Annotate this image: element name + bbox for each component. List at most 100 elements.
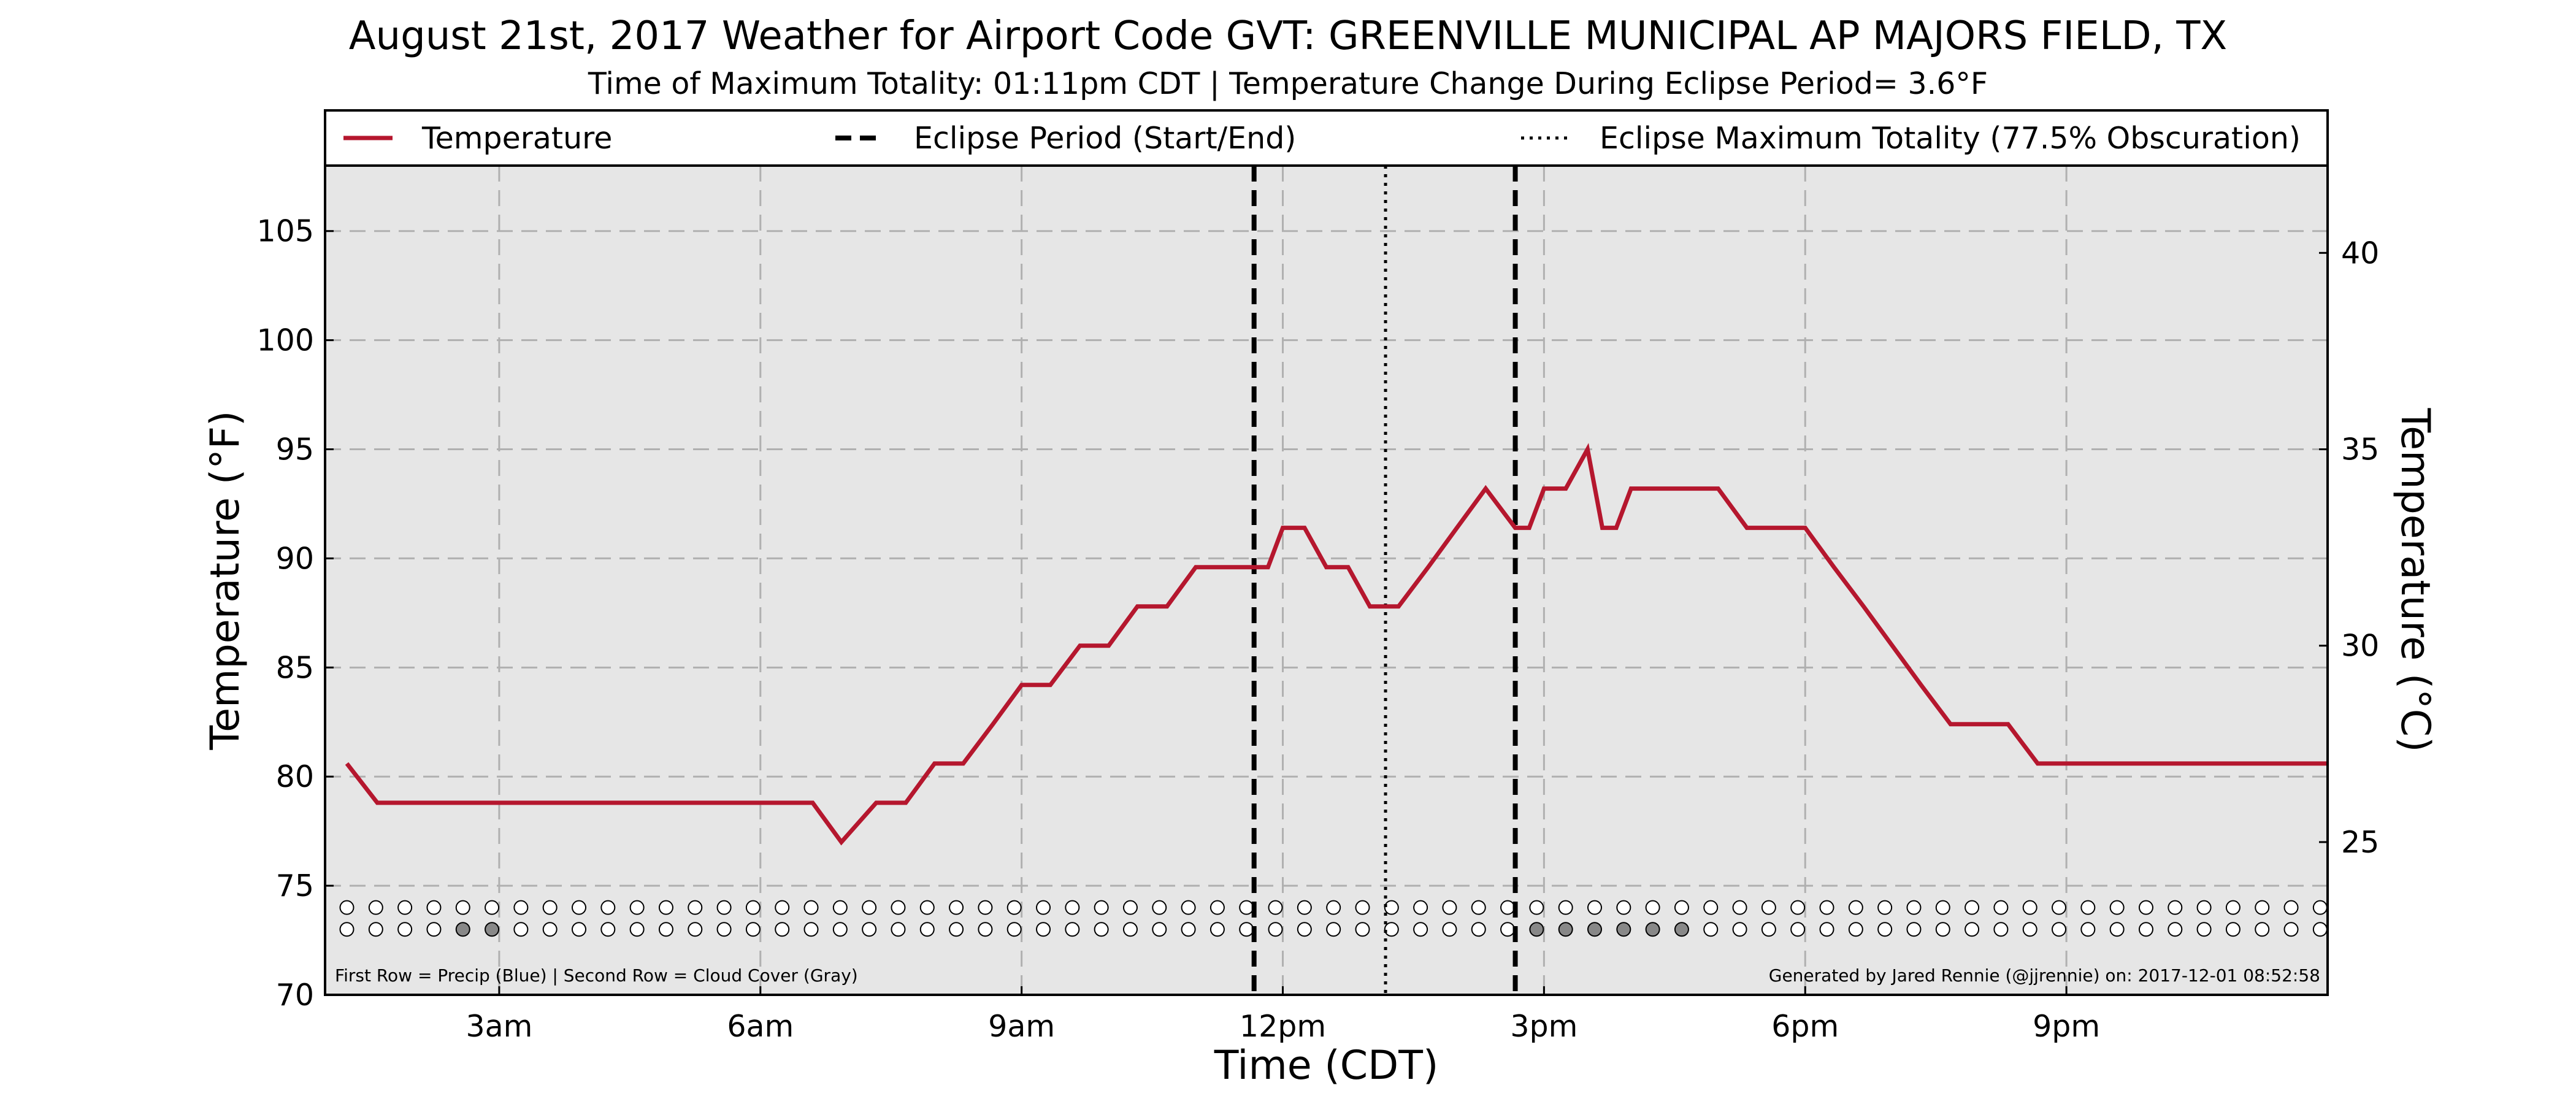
cloud-dot	[1819, 922, 1834, 937]
precip-dot	[1036, 900, 1051, 915]
precip-dot	[745, 900, 761, 915]
precip-dot	[1326, 900, 1341, 915]
cloud-dot	[455, 922, 470, 937]
cloud-dot	[2283, 922, 2299, 937]
precip-dot	[1065, 900, 1080, 915]
y-tick-label: 105	[256, 214, 314, 249]
chart-subtitle: Time of Maximum Totality: 01:11pm CDT | …	[588, 66, 1988, 101]
cloud-dot	[1471, 922, 1486, 937]
precip-dot	[978, 900, 993, 915]
temperature-line	[345, 443, 2328, 846]
precip-dot	[2312, 900, 2328, 915]
precip-dot	[1935, 900, 1950, 915]
cloud-dot	[1587, 922, 1602, 937]
cloud-dot	[745, 922, 761, 937]
precip-dot	[2109, 900, 2125, 915]
cloud-dot	[1500, 922, 1516, 937]
cloud-dot	[2196, 922, 2212, 937]
cloud-dot	[2109, 922, 2125, 937]
precip-dot	[803, 900, 819, 915]
cloud-dot	[1181, 922, 1196, 937]
cloud-dot	[1732, 922, 1747, 937]
cloud-dot	[1413, 922, 1428, 937]
precip-dot	[775, 900, 790, 915]
series-layer	[345, 443, 2328, 846]
precip-dot	[2138, 900, 2153, 915]
cloud-dot	[2312, 922, 2328, 937]
precip-dot	[1297, 900, 1312, 915]
cloud-dot	[1529, 922, 1544, 937]
cloud-dot	[1152, 922, 1167, 937]
precip-dot	[2283, 900, 2299, 915]
cloud-dot	[919, 922, 935, 937]
precip-dot	[2022, 900, 2037, 915]
precip-dot	[1674, 900, 1689, 915]
cloud-dot	[2168, 922, 2183, 937]
precip-dot	[658, 900, 673, 915]
precip-dot	[1442, 900, 1457, 915]
eclipse-lines	[1251, 166, 1518, 995]
precip-dot	[1761, 900, 1776, 915]
cloud-dot	[1384, 922, 1399, 937]
plot-frame	[324, 109, 2329, 996]
precip-dot	[1906, 900, 1922, 915]
cloud-dot	[485, 922, 500, 937]
x-tick-label: 6pm	[1771, 1009, 1839, 1044]
cloud-dot	[2052, 922, 2067, 937]
plot-area	[325, 166, 2328, 995]
precip-dot	[1819, 900, 1834, 915]
cloud-dot	[1965, 922, 1980, 937]
cloud-dot	[1065, 922, 1080, 937]
cloud-dot	[1703, 922, 1719, 937]
cloud-dot	[1848, 922, 1863, 937]
precip-dot	[1355, 900, 1370, 915]
cloud-dot	[1122, 922, 1138, 937]
cloud-dot	[1645, 922, 1660, 937]
cloud-dot	[1616, 922, 1631, 937]
y-right-tick-label: 25	[2341, 825, 2379, 860]
cloud-dot	[803, 922, 819, 937]
y-tick-label: 100	[256, 323, 314, 358]
cloud-dot	[658, 922, 673, 937]
precip-dot	[891, 900, 906, 915]
footer-note-left: First Row = Precip (Blue) | Second Row =…	[335, 965, 858, 986]
precip-dot	[572, 900, 587, 915]
y-right-tick-label: 30	[2341, 629, 2379, 664]
cloud-dot	[1036, 922, 1051, 937]
precip-dot	[2080, 900, 2096, 915]
cloud-dot	[368, 922, 383, 937]
precip-dot	[1587, 900, 1602, 915]
cloud-dot	[1297, 922, 1312, 937]
precip-dot	[513, 900, 529, 915]
cloud-dot	[832, 922, 848, 937]
cloud-dot	[1239, 922, 1254, 937]
precip-dot	[368, 900, 383, 915]
precip-cloud-rows	[339, 900, 2328, 937]
precip-dot	[2255, 900, 2270, 915]
cloud-dot	[949, 922, 964, 937]
precip-dot	[2052, 900, 2067, 915]
cloud-dot	[2080, 922, 2096, 937]
cloud-dot	[1094, 922, 1109, 937]
precip-dot	[1268, 900, 1283, 915]
precip-dot	[1732, 900, 1747, 915]
cloud-dot	[629, 922, 645, 937]
precip-dot	[1965, 900, 1980, 915]
precip-dot	[1790, 900, 1806, 915]
precip-dot	[600, 900, 616, 915]
y-tick-label: 95	[276, 432, 314, 467]
precip-dot	[688, 900, 703, 915]
cloud-dot	[1674, 922, 1689, 937]
precip-dot	[542, 900, 558, 915]
legend-label: Temperature	[421, 121, 612, 156]
precip-dot	[426, 900, 442, 915]
axis-ticks: 3am 6am 9am 12pm 3pm 6pm 9pm 70 75 80 85 90 95 100 105…	[256, 214, 2379, 1044]
precip-dot	[397, 900, 413, 915]
cloud-dot	[1558, 922, 1573, 937]
precip-dot	[1413, 900, 1428, 915]
cloud-dot	[1906, 922, 1922, 937]
precip-dot	[1181, 900, 1196, 915]
precip-dot	[1616, 900, 1631, 915]
cloud-dot	[397, 922, 413, 937]
